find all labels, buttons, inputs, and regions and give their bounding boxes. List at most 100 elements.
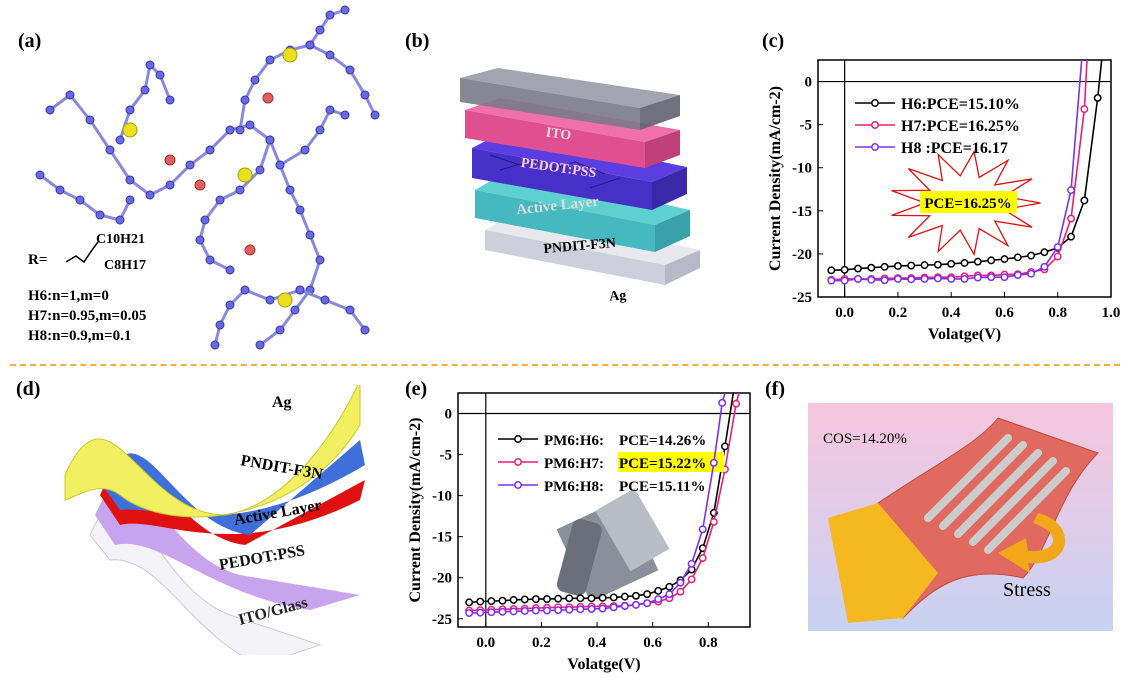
y-tick-label: -5 <box>800 118 813 134</box>
data-point <box>643 590 652 599</box>
data-point <box>498 607 507 616</box>
atom <box>360 90 370 100</box>
side-chain-icon <box>65 241 99 264</box>
legend-marker <box>514 435 522 443</box>
core-atom <box>122 122 138 138</box>
composition-h6: H6:n=1,m=0 <box>28 288 109 304</box>
data-point <box>643 599 652 608</box>
atom <box>315 125 325 135</box>
atom <box>290 305 300 315</box>
series-2 <box>465 393 727 617</box>
layer-label-pedot: PEDOT:PSS <box>218 542 307 574</box>
atom <box>255 340 265 350</box>
x-axis-label: Volatge(V) <box>567 656 640 673</box>
data-point <box>947 274 956 283</box>
y-tick-label: -25 <box>792 290 812 306</box>
layer-ag-film <box>64 385 361 518</box>
data-point <box>676 587 685 596</box>
atom <box>85 115 95 125</box>
legend-marker <box>871 143 879 151</box>
y-tick-label: -20 <box>792 247 812 263</box>
data-point <box>721 442 729 451</box>
core-atom <box>237 167 253 183</box>
data-point <box>487 608 496 617</box>
atom <box>305 230 315 240</box>
bent-device-photo <box>556 488 670 602</box>
data-point <box>476 597 485 606</box>
atom <box>360 325 370 335</box>
cos-value: COS=14.20% <box>823 431 907 447</box>
ester-atom <box>244 244 256 256</box>
data-point <box>907 275 916 284</box>
composition-h7: H7:n=0.95,m=0.05 <box>28 308 147 324</box>
data-point <box>587 594 596 603</box>
atom <box>295 205 305 215</box>
molecule-chain <box>279 108 346 167</box>
data-point <box>880 276 889 285</box>
data-point <box>840 265 849 274</box>
panel-label-f: (f) <box>765 378 785 400</box>
y-tick-label: 0 <box>805 75 813 91</box>
data-point <box>1067 214 1075 223</box>
layer-label-ag: Ag <box>609 288 627 304</box>
x-tick-label: 0.6 <box>643 635 662 651</box>
data-point <box>509 607 518 616</box>
y-tick-label: 0 <box>445 407 453 423</box>
atom <box>340 110 350 120</box>
x-tick-label: 0.2 <box>889 305 908 321</box>
legend-prefix: PM6:H6: <box>544 433 604 449</box>
y-axis-label: Current Density(mA/cm-2) <box>767 86 784 271</box>
legend-label: H7:PCE=16.25% <box>901 118 1020 135</box>
atom <box>205 255 215 265</box>
atom <box>255 165 265 175</box>
data-point <box>1080 196 1089 205</box>
atom <box>235 125 245 135</box>
data-point <box>987 273 996 282</box>
data-point <box>893 262 902 270</box>
data-point <box>1027 251 1036 260</box>
layer-label-ito: ITO <box>545 125 572 143</box>
series-line <box>831 60 1103 272</box>
data-point <box>687 575 696 584</box>
x-tick-label: 0.0 <box>835 305 854 321</box>
data-point <box>620 602 629 611</box>
r-group-label: R= <box>28 252 47 269</box>
data-point <box>543 595 551 604</box>
molecule-chain <box>299 288 367 331</box>
data-point <box>1080 105 1089 114</box>
legend-marker <box>514 481 522 489</box>
data-point <box>632 600 640 609</box>
data-point <box>565 594 574 603</box>
data-point <box>465 609 474 617</box>
composition-h8: H8:n=0.9,m=0.1 <box>28 328 132 344</box>
series-2 <box>827 60 1083 285</box>
panel-label-b: (b) <box>405 30 430 52</box>
layer-label-ag: Ag <box>272 394 292 411</box>
series-1 <box>827 60 1089 284</box>
x-tick-label: 0.4 <box>942 305 961 321</box>
photo-clip <box>556 519 602 596</box>
atom <box>285 185 295 195</box>
data-point <box>1040 248 1049 257</box>
atom <box>115 135 125 145</box>
legend-highlight <box>618 452 724 472</box>
data-point <box>920 261 929 270</box>
plot-frame <box>817 59 1112 298</box>
data-point <box>554 594 563 603</box>
data-point <box>531 595 540 604</box>
panel-label-d: (d) <box>16 378 41 400</box>
atom <box>200 215 210 225</box>
atom <box>35 170 45 180</box>
y-tick-label: -10 <box>792 161 812 177</box>
stress-test-illustration: COS=14.20% Stress <box>808 403 1113 631</box>
atom <box>45 105 55 115</box>
data-point <box>867 263 876 272</box>
y-tick-label: -5 <box>440 448 453 464</box>
data-point <box>620 592 629 601</box>
data-point <box>709 517 718 526</box>
atom <box>145 60 155 70</box>
data-point <box>1053 243 1062 251</box>
data-point <box>854 274 862 283</box>
photo-device <box>595 488 670 572</box>
atom <box>155 70 165 80</box>
